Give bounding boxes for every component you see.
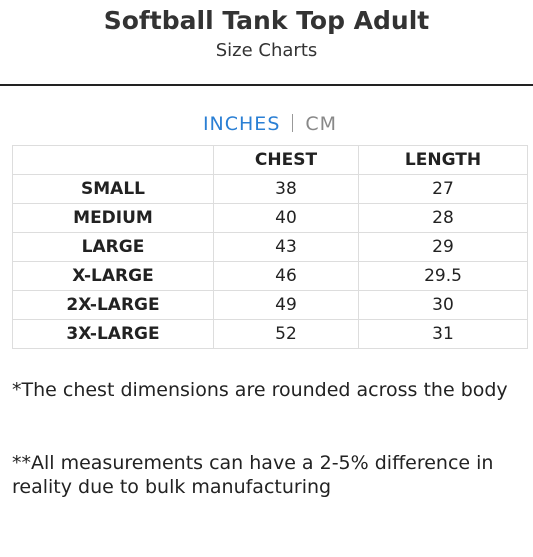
- unit-separator: [292, 114, 294, 132]
- subtitle: Size Charts: [215, 40, 318, 61]
- unit-inches[interactable]: INCHES: [202, 113, 281, 135]
- measurement: 40: [213, 203, 359, 233]
- size-label: 3X-LARGE: [12, 319, 214, 349]
- column-header: LENGTH: [358, 145, 528, 175]
- size-row: 3X-LARGE 52 31: [12, 319, 528, 349]
- measurement: 29: [358, 232, 528, 262]
- unit-switch: INCHES CM: [0, 113, 533, 135]
- measurement: 31: [358, 319, 528, 349]
- note: *The chest dimensions are rounded across…: [12, 379, 508, 401]
- header-row: CHEST LENGTH: [12, 145, 528, 175]
- measurement: 29.5: [358, 261, 528, 291]
- size-row: SMALL 38 27: [12, 174, 528, 204]
- size-row: 2X-LARGE 49 30: [12, 290, 528, 320]
- measurement: 30: [358, 290, 528, 320]
- measurement: 27: [358, 174, 528, 204]
- size-label: 2X-LARGE: [12, 290, 214, 320]
- size-row: X-LARGE 46 29.5: [12, 261, 528, 291]
- size-label: SMALL: [12, 174, 214, 204]
- measurement: 28: [358, 203, 528, 233]
- title: Softball Tank Top Adult: [103, 6, 430, 35]
- column-header: CHEST: [213, 145, 359, 175]
- size-row: MEDIUM 40 28: [12, 203, 528, 233]
- corner-cell: [12, 145, 214, 175]
- measurement: 38: [213, 174, 359, 204]
- size-table: CHEST LENGTH SMALL 38 27 MEDIUM 40 28 LARGE 43 29 X…: [12, 145, 528, 349]
- measurement: 49: [213, 290, 359, 320]
- note: **All measurements can have a 2-5% diffe…: [12, 452, 494, 498]
- measurement: 52: [213, 319, 359, 349]
- unit-cm[interactable]: CM: [305, 113, 338, 135]
- size-label: X-LARGE: [12, 261, 214, 291]
- measurement: 46: [213, 261, 359, 291]
- size-label: MEDIUM: [12, 203, 214, 233]
- size-row: LARGE 43 29: [12, 232, 528, 262]
- measurement: 43: [213, 232, 359, 262]
- divider: [0, 84, 533, 86]
- size-label: LARGE: [12, 232, 214, 262]
